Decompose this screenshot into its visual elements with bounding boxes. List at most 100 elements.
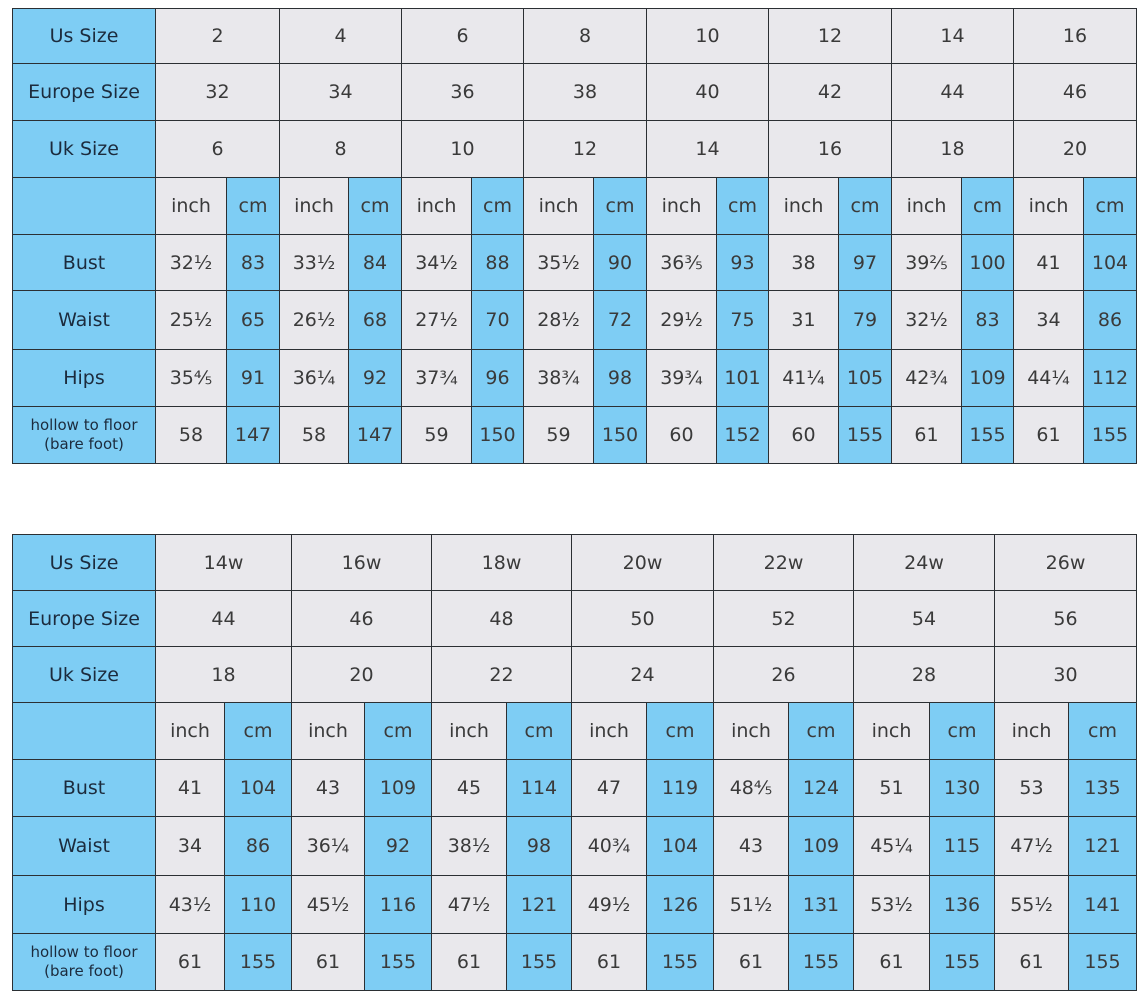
size-chart-plus: Us Size 14w 16w 18w 20w 22w 24w 26w Europe Size 4… [12, 534, 1137, 991]
row-waist: Waist 25½ 65 26½ 68 27½ 70 28½ 72 29½ 75 31 79 32½ 83 3… [12, 290, 1137, 350]
waist-cm-cell: 121 [1068, 816, 1137, 876]
hips-cm-cell: 96 [471, 349, 524, 407]
hollow-cm-cell: 155 [838, 406, 892, 464]
hips-inch-cell: 55½ [994, 875, 1069, 934]
us-size-cell: 14w [155, 534, 292, 591]
bust-cm-cell: 93 [716, 234, 769, 291]
unit-cm-header: cm [471, 177, 524, 235]
bust-inch-cell: 51 [853, 759, 930, 817]
waist-cm-cell: 68 [348, 290, 402, 350]
eu-size-cell: 52 [713, 590, 854, 647]
eu-size-cell: 42 [768, 63, 892, 121]
eu-size-cell: 46 [291, 590, 432, 647]
hollow-cm-cell: 155 [1068, 933, 1137, 991]
unit-inch-header: inch [713, 702, 789, 760]
unit-inch-header: inch [431, 702, 507, 760]
waist-cm-cell: 104 [646, 816, 714, 876]
us-size-cell: 14 [891, 8, 1014, 64]
uk-size-cell: 18 [155, 646, 292, 703]
size-chart-standard: Us Size 2 4 6 8 10 12 14 16 Europe Size 32 34 36 38 40… [12, 8, 1137, 464]
hips-inch-cell: 51½ [713, 875, 789, 934]
hips-inch-cell: 43½ [155, 875, 225, 934]
hips-inch-cell: 42¾ [891, 349, 962, 407]
hollow-cm-cell: 155 [788, 933, 854, 991]
waist-cm-cell: 92 [364, 816, 432, 876]
uk-size-cell: 18 [891, 120, 1014, 178]
unit-cm-header: cm [788, 702, 854, 760]
uk-size-cell: 20 [1013, 120, 1137, 178]
row-label-hips: Hips [12, 349, 156, 407]
hips-inch-cell: 35⅘ [155, 349, 227, 407]
row-label-hollow-line2: (bare foot) [44, 435, 124, 453]
unit-inch-header: inch [571, 702, 647, 760]
hips-inch-cell: 49½ [571, 875, 647, 934]
bust-inch-cell: 38 [768, 234, 839, 291]
row-label-eu: Europe Size [12, 63, 156, 121]
uk-size-cell: 14 [646, 120, 769, 178]
eu-size-cell: 36 [401, 63, 524, 121]
unit-cm-header: cm [1083, 177, 1137, 235]
hollow-inch-cell: 61 [853, 933, 930, 991]
eu-size-cell: 32 [155, 63, 280, 121]
waist-cm-cell: 70 [471, 290, 524, 350]
eu-size-cell: 34 [279, 63, 402, 121]
bust-inch-cell: 41 [1013, 234, 1084, 291]
row-us: Us Size 2 4 6 8 10 12 14 16 [12, 8, 1137, 64]
bust-cm-cell: 119 [646, 759, 714, 817]
bust-inch-cell: 45 [431, 759, 507, 817]
bust-inch-cell: 39⅖ [891, 234, 962, 291]
hips-cm-cell: 98 [593, 349, 647, 407]
hollow-cm-cell: 155 [646, 933, 714, 991]
waist-inch-cell: 34 [155, 816, 225, 876]
row-label-eu: Europe Size [12, 590, 156, 647]
hollow-cm-cell: 155 [1083, 406, 1137, 464]
row-label-us: Us Size [12, 8, 156, 64]
bust-cm-cell: 114 [506, 759, 572, 817]
hips-cm-cell: 121 [506, 875, 572, 934]
unit-inch-header: inch [523, 177, 594, 235]
hips-inch-cell: 36¼ [279, 349, 349, 407]
hollow-inch-cell: 61 [1013, 406, 1084, 464]
unit-inch-header: inch [155, 177, 227, 235]
waist-inch-cell: 25½ [155, 290, 227, 350]
row-hips: Hips 35⅘ 91 36¼ 92 37¾ 96 38¾ 98 39¾ 101 41¼ 105 42¾ 1… [12, 349, 1137, 407]
eu-size-cell: 50 [571, 590, 714, 647]
unit-cm-header: cm [838, 177, 892, 235]
eu-size-cell: 38 [523, 63, 647, 121]
waist-cm-cell: 79 [838, 290, 892, 350]
hollow-inch-cell: 58 [155, 406, 227, 464]
us-size-cell: 6 [401, 8, 524, 64]
hollow-inch-cell: 60 [768, 406, 839, 464]
eu-size-cell: 44 [155, 590, 292, 647]
waist-inch-cell: 27½ [401, 290, 472, 350]
hollow-inch-cell: 59 [523, 406, 594, 464]
hips-cm-cell: 92 [348, 349, 402, 407]
waist-inch-cell: 45¼ [853, 816, 930, 876]
bust-inch-cell: 35½ [523, 234, 594, 291]
hips-inch-cell: 44¼ [1013, 349, 1084, 407]
bust-cm-cell: 130 [929, 759, 995, 817]
row-label-hips: Hips [12, 875, 156, 934]
uk-size-cell: 12 [523, 120, 647, 178]
waist-inch-cell: 40¾ [571, 816, 647, 876]
row-label-waist: Waist [12, 290, 156, 350]
hollow-cm-cell: 147 [226, 406, 280, 464]
unit-cm-header: cm [1068, 702, 1137, 760]
unit-cm-header: cm [226, 177, 280, 235]
hollow-cm-cell: 155 [224, 933, 292, 991]
unit-cm-header: cm [224, 702, 292, 760]
uk-size-cell: 22 [431, 646, 572, 703]
unit-cm-header: cm [364, 702, 432, 760]
hollow-inch-cell: 61 [155, 933, 225, 991]
us-size-cell: 26w [994, 534, 1137, 591]
row-label-hollow-line2: (bare foot) [44, 962, 124, 980]
bust-inch-cell: 33½ [279, 234, 349, 291]
bust-cm-cell: 104 [224, 759, 292, 817]
hollow-inch-cell: 61 [431, 933, 507, 991]
hips-cm-cell: 116 [364, 875, 432, 934]
eu-size-cell: 48 [431, 590, 572, 647]
uk-size-cell: 30 [994, 646, 1137, 703]
hips-inch-cell: 37¾ [401, 349, 472, 407]
bust-inch-cell: 53 [994, 759, 1069, 817]
us-size-cell: 22w [713, 534, 854, 591]
